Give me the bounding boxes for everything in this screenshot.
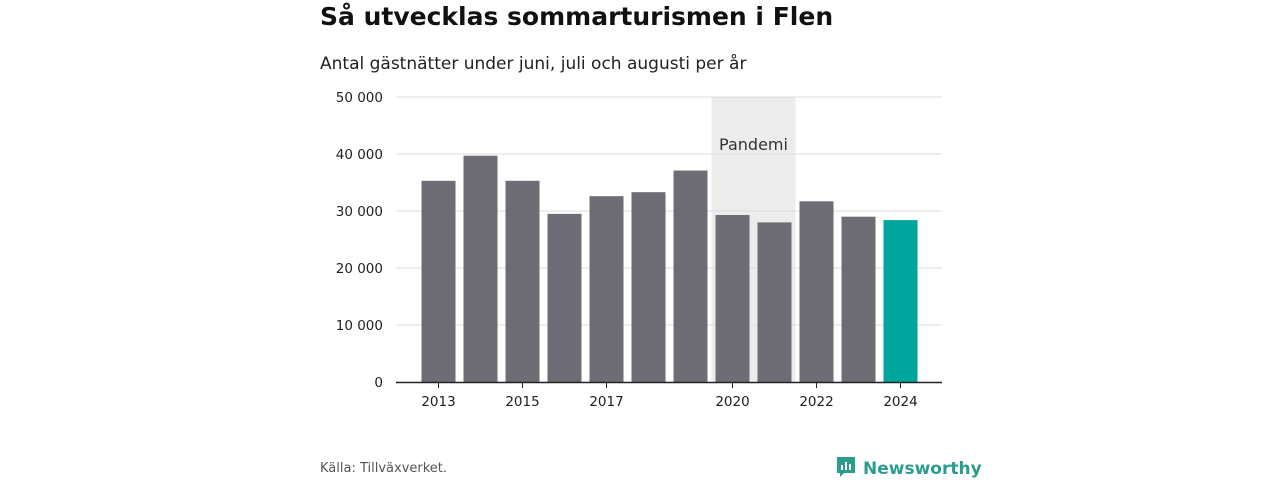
bar-2022 <box>799 201 834 382</box>
newsworthy-logo-icon <box>835 455 857 483</box>
y-tick-label: 0 <box>374 375 383 391</box>
bar-2019 <box>673 170 708 382</box>
brand-name: Newsworthy <box>863 459 982 479</box>
x-tick-label: 2024 <box>883 394 917 410</box>
x-tick-label: 2015 <box>505 394 539 410</box>
y-tick-label: 10 000 <box>336 318 383 334</box>
bar-2017 <box>589 196 624 382</box>
y-tick-label: 20 000 <box>336 261 383 277</box>
bar-2014 <box>463 155 498 382</box>
x-tick-label: 2017 <box>589 394 623 410</box>
bar-2013 <box>421 180 456 382</box>
source-note: Källa: Tillväxverket. <box>320 461 448 476</box>
chart-title: Så utvecklas sommarturismen i Flen <box>320 2 834 31</box>
bar-2016 <box>547 213 582 382</box>
x-tick-label: 2020 <box>715 394 749 410</box>
x-tick-label: 2013 <box>421 394 455 410</box>
bar-2018 <box>631 192 666 382</box>
bar-2024 <box>883 220 918 382</box>
bar-2020 <box>715 214 750 382</box>
pandemic-label: Pandemi <box>719 135 788 154</box>
y-tick-label: 40 000 <box>336 147 383 163</box>
bar-2023 <box>841 216 876 382</box>
bar-2015 <box>505 180 540 382</box>
y-tick-label: 50 000 <box>336 90 383 106</box>
bar-2021 <box>757 222 792 382</box>
brand-logo[interactable]: Newsworthy <box>835 455 982 483</box>
y-tick-label: 30 000 <box>336 204 383 220</box>
x-tick-label: 2022 <box>799 394 833 410</box>
chart-subtitle: Antal gästnätter under juni, juli och au… <box>320 54 747 74</box>
